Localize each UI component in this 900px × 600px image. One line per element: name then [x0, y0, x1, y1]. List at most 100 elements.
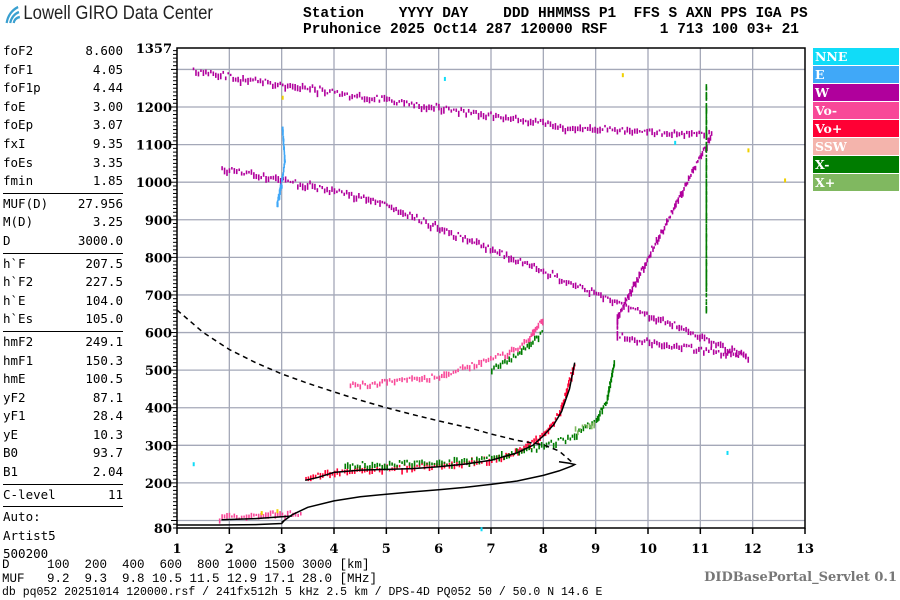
- echo-point: [433, 106, 435, 112]
- echo-point: [580, 428, 583, 433]
- echo-point: [552, 442, 555, 450]
- echo-point: [304, 185, 306, 192]
- echo-point: [192, 67, 195, 71]
- echo-point: [616, 332, 619, 336]
- echo-point: [433, 375, 436, 380]
- echo-point: [519, 345, 521, 350]
- echo-point: [495, 112, 497, 119]
- echo-point: [501, 360, 504, 365]
- echo-point: [700, 153, 703, 160]
- echo-point: [529, 118, 532, 126]
- echo-point: [698, 346, 700, 352]
- echo-point: [661, 343, 663, 350]
- echo-point: [640, 267, 643, 271]
- echo-point: [661, 229, 664, 234]
- echo-point: [505, 114, 507, 121]
- param-value: 28.4: [92, 408, 123, 424]
- echo-point: [530, 448, 533, 453]
- echo-point: [345, 189, 348, 195]
- echo-point: [200, 69, 202, 72]
- echo-point: [528, 342, 530, 350]
- echo-point: [577, 430, 579, 436]
- y-tick-label: 900: [145, 214, 172, 229]
- echo-point: [540, 269, 542, 272]
- echo-point: [376, 462, 379, 467]
- echo-point: [229, 73, 232, 77]
- echo-point: [226, 169, 228, 176]
- echo-point: [393, 378, 396, 386]
- echo-point: [540, 441, 543, 448]
- echo-point: [254, 76, 257, 81]
- echo-point: [371, 461, 374, 469]
- param-name: MUF(D): [3, 195, 49, 211]
- echo-point: [272, 175, 275, 180]
- echo-point: [376, 200, 379, 203]
- echo-point: [571, 367, 574, 371]
- echo-point: [648, 128, 651, 132]
- echo-point: [501, 351, 504, 356]
- echo-point: [705, 199, 708, 206]
- echo-point: [366, 384, 369, 390]
- echo-point: [541, 330, 544, 333]
- echo-point: [492, 114, 495, 122]
- echo-point: [376, 383, 379, 388]
- echo-point: [431, 373, 433, 376]
- echo-point: [403, 100, 406, 107]
- echo-point: [562, 125, 564, 132]
- echo-point: [527, 120, 529, 127]
- echo-point: [562, 437, 564, 441]
- echo-point: [690, 343, 693, 349]
- echo-point: [543, 431, 545, 437]
- param-row: foEs 3.35: [3, 154, 123, 173]
- echo-point: [435, 102, 438, 106]
- echo-point: [574, 282, 577, 290]
- y-tick-label: 1200: [136, 101, 172, 116]
- echo-point: [428, 377, 431, 383]
- echo-point: [687, 328, 690, 336]
- echo-point: [457, 368, 459, 373]
- echo-point: [669, 321, 671, 327]
- echo-point: [452, 108, 455, 111]
- echo-point: [488, 458, 491, 466]
- echo-point: [306, 87, 309, 91]
- echo-point: [652, 247, 654, 252]
- header-line-2: Pruhonice 2025 Oct14 287 120000 RSF 1 71…: [303, 22, 799, 38]
- echo-point: [705, 133, 708, 138]
- echo-point: [556, 273, 559, 278]
- echo-point: [364, 382, 366, 386]
- echo-point: [428, 104, 430, 111]
- echo-point: [705, 213, 708, 218]
- echo-point: [383, 94, 386, 102]
- echo-point: [705, 109, 708, 113]
- echo-point: [281, 184, 283, 189]
- echo-point: [250, 169, 253, 175]
- echo-point: [565, 392, 567, 399]
- echo-point: [272, 510, 274, 514]
- echo-point: [643, 129, 646, 132]
- echo-point: [390, 204, 393, 211]
- echo-point: [362, 194, 365, 199]
- echo-point: [625, 298, 628, 302]
- echo-point: [486, 456, 488, 459]
- echo-point: [591, 422, 593, 430]
- echo-point: [331, 186, 333, 192]
- param-name: yE: [3, 426, 19, 442]
- param-value: 3.00: [92, 98, 123, 114]
- echo-point: [284, 84, 287, 92]
- echo-point: [524, 261, 526, 265]
- echo-point: [618, 312, 621, 318]
- echo-point: [329, 471, 331, 479]
- echo-point: [629, 289, 631, 294]
- echo-point: [348, 95, 351, 101]
- echo-point: [421, 459, 423, 464]
- echo-point: [705, 191, 708, 198]
- echo-point: [386, 96, 388, 102]
- param-name: foE: [3, 98, 26, 114]
- param-row: M(D) 3.25: [3, 213, 123, 232]
- param-value: 105.0: [85, 311, 123, 327]
- echo-point: [633, 128, 636, 134]
- echo-point: [574, 426, 577, 432]
- echo-point: [250, 512, 253, 519]
- echo-point: [413, 216, 416, 221]
- echo-point: [398, 460, 401, 463]
